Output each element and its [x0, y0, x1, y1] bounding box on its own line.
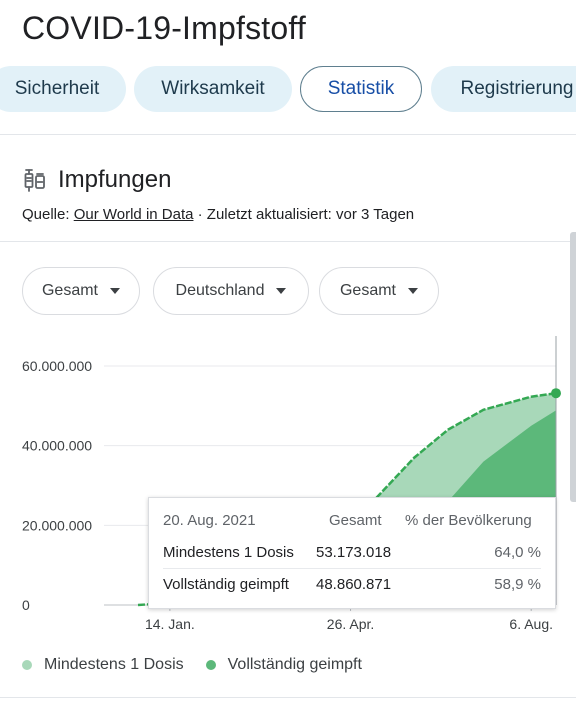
x-tick-label: 14. Jan.: [145, 616, 195, 632]
legend-label: Mindestens 1 Dosis: [44, 656, 184, 673]
chart-legend: Mindestens 1 Dosis Vollständig geimpft: [22, 656, 384, 674]
filter-chip-country[interactable]: Deutschland: [153, 267, 309, 315]
tooltip-row-percent: 58,9 %: [494, 576, 541, 593]
source-prefix: Quelle:: [22, 206, 74, 223]
tooltip-col-percent: % der Bevölkerung: [405, 512, 532, 529]
section-header: Impfungen: [22, 166, 171, 194]
chart-x-axis: 14. Jan. 26. Apr. 6. Aug.: [145, 605, 553, 632]
legend-dot: [205, 660, 216, 670]
scrollbar[interactable]: [570, 232, 576, 502]
tooltip-row-label: Vollständig geimpft: [163, 576, 289, 593]
caret-down-icon: [408, 288, 418, 294]
caret-down-icon: [276, 288, 287, 294]
source-updated: · Zuletzt aktualisiert: vor 3 Tagen: [193, 206, 415, 223]
x-tick-label: 26. Apr.: [327, 616, 374, 632]
y-tick-label: 40.000.000: [22, 438, 92, 454]
divider: [0, 241, 576, 242]
caret-down-icon: [110, 288, 120, 294]
divider: [0, 134, 576, 135]
chart-y-axis: 60.000.000 40.000.000 20.000.000 0: [22, 358, 92, 613]
section-title: Impfungen: [58, 166, 172, 193]
y-tick-label: 60.000.000: [22, 358, 92, 374]
y-tick-label: 20.000.000: [22, 517, 92, 533]
tab-bar: Sicherheit Wirksamkeit Statistik Registr…: [0, 66, 576, 114]
tooltip-row-percent: 64,0 %: [494, 544, 541, 561]
tooltip-date: 20. Aug. 2021: [163, 512, 256, 529]
tab-statistik[interactable]: Statistik: [300, 66, 422, 112]
legend-label: Vollständig geimpft: [227, 656, 362, 673]
syringe-icon: [24, 169, 45, 192]
filter-chip-label: Deutschland: [175, 282, 265, 299]
tab-sicherheit[interactable]: Sicherheit: [0, 66, 126, 112]
legend-item-first-dose[interactable]: Mindestens 1 Dosis: [22, 656, 184, 674]
tooltip-row-label: Mindestens 1 Dosis: [163, 544, 294, 561]
tooltip-row-total: 53.173.018: [316, 544, 392, 561]
divider: [0, 697, 576, 698]
hover-point: [551, 388, 561, 399]
filter-chip-label: Gesamt: [339, 282, 396, 299]
tooltip-divider: [163, 568, 541, 569]
source-line: Quelle: Our World in Data · Zuletzt aktu…: [22, 206, 414, 223]
legend-item-fully-vaccinated[interactable]: Vollständig geimpft: [205, 656, 362, 674]
chart-tooltip: 20. Aug. 2021 Gesamt % der Bevölkerung M…: [148, 497, 556, 609]
legend-dot: [22, 660, 32, 670]
filter-chip-metric[interactable]: Gesamt: [22, 267, 140, 315]
tooltip-row-total: 48.860.871: [316, 576, 392, 593]
page-title: COVID-19-Impfstoff: [22, 10, 306, 46]
tab-registrierung[interactable]: Registrierung: [431, 66, 576, 112]
filter-chip-label: Gesamt: [41, 282, 98, 299]
tooltip-col-total: Gesamt: [329, 512, 382, 529]
tab-wirksamkeit[interactable]: Wirksamkeit: [134, 66, 292, 112]
filter-chip-range[interactable]: Gesamt: [319, 267, 439, 315]
source-link[interactable]: Our World in Data: [73, 206, 194, 223]
y-tick-label: 0: [22, 597, 30, 613]
x-tick-label: 6. Aug.: [509, 616, 553, 632]
